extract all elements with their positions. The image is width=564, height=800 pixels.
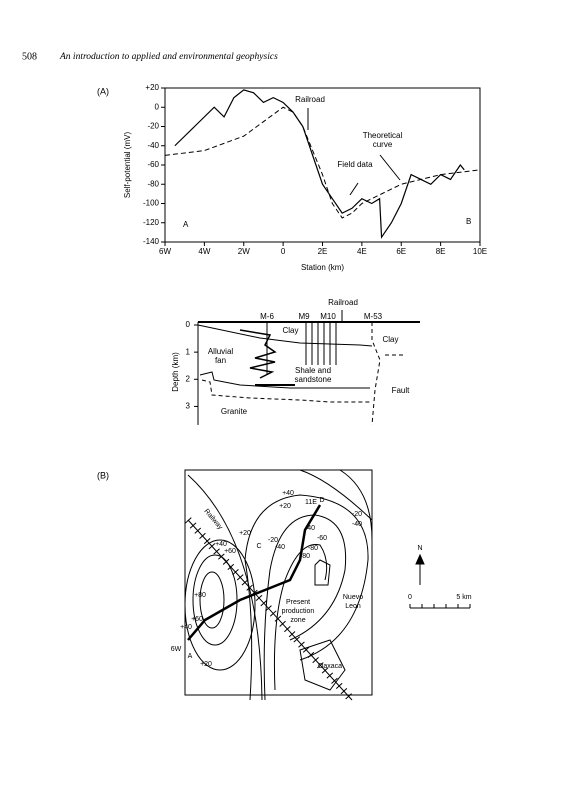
depth-axis-label: Depth (km): [171, 352, 180, 392]
y-tick-label: -120: [143, 218, 160, 227]
map-label: +20: [200, 661, 212, 668]
map-label: -40: [274, 544, 286, 551]
section-label: Clay: [282, 326, 299, 335]
map-label: -40: [351, 521, 363, 528]
x-tick-label: 4W: [198, 247, 210, 256]
map-label: 0: [408, 594, 412, 601]
map-label: -80: [299, 553, 311, 560]
series-line: [164, 106, 481, 219]
map-label: Oaxaca: [317, 663, 343, 670]
section-label: Fault: [391, 386, 410, 395]
series-line: [174, 89, 465, 239]
map-label: Present production zone: [281, 599, 315, 624]
series-label: Field data: [337, 160, 373, 169]
map-label: +60: [224, 548, 236, 555]
x-tick-label: 8E: [436, 247, 446, 256]
map-label: -20: [267, 537, 279, 544]
map-label: D: [319, 497, 325, 504]
map-label: +40: [180, 624, 192, 631]
map-label: +80: [194, 592, 206, 599]
depth-tick-label: 2: [186, 374, 191, 383]
section-label: Railroad: [328, 298, 358, 307]
panel-label: (A): [97, 86, 109, 96]
map-label: +40: [215, 541, 227, 548]
section-label: Granite: [220, 407, 248, 416]
section-label: M-6: [260, 312, 274, 321]
map-label: -80: [307, 545, 319, 552]
depth-tick-label: 0: [186, 320, 191, 329]
plot-frame: [164, 87, 481, 243]
depth-tick-label: 1: [186, 347, 191, 356]
x-tick-label: 0: [281, 247, 286, 256]
y-tick-label: -80: [147, 179, 159, 188]
x-tick-label: 6E: [396, 247, 406, 256]
x-tick-label: 6W: [159, 247, 171, 256]
map-label: 11E: [305, 499, 317, 506]
map-label: +20: [279, 503, 291, 510]
section-label: M10: [320, 312, 336, 321]
map-label: Nuevo Leon: [342, 594, 364, 610]
y-tick-label: -60: [147, 160, 159, 169]
map-label: +40: [282, 490, 294, 497]
map-drawing: [184, 469, 471, 703]
y-tick-label: -100: [143, 199, 160, 208]
section-label: M9: [298, 312, 310, 321]
x-tick-label: 10E: [473, 247, 487, 256]
map-label: +60: [191, 616, 203, 623]
map-label: +20: [239, 530, 251, 537]
map-label: -40: [304, 525, 316, 532]
section-label: Alluvial fan: [207, 347, 234, 365]
annotation: B: [466, 217, 471, 226]
y-tick-label: -20: [147, 122, 159, 131]
y-axis-label: Self-potential (mV): [123, 132, 132, 199]
page-number: 508: [22, 51, 37, 62]
x-tick-label: 2W: [238, 247, 250, 256]
section-label: Shale and sandstone: [294, 366, 332, 384]
annotation: A: [183, 220, 189, 229]
y-tick-label: 0: [155, 102, 160, 111]
panel-label: (B): [97, 470, 109, 480]
series-label: Theoretical curve: [362, 131, 403, 149]
x-tick-label: 2E: [318, 247, 328, 256]
map-label: 5 km: [456, 594, 472, 601]
y-tick-label: +20: [145, 83, 159, 92]
y-tick-label: -40: [147, 141, 159, 150]
map-label: -60: [316, 535, 328, 542]
x-axis-label: Station (km): [301, 263, 344, 272]
section-label: M-53: [363, 312, 383, 321]
annotation-arrows: [307, 108, 401, 196]
x-tick-label: 4E: [357, 247, 367, 256]
map-label: -20: [351, 511, 363, 518]
y-tick-label: -140: [143, 237, 160, 246]
map-label: 6W: [170, 646, 182, 653]
map-label: A: [187, 653, 193, 660]
map-label: N: [417, 545, 423, 552]
running-title: An introduction to applied and environme…: [59, 52, 278, 62]
section-label: Clay: [382, 335, 399, 344]
annotation: Railroad: [295, 95, 325, 104]
map-label: C: [256, 543, 262, 550]
depth-tick-label: 3: [186, 402, 191, 411]
cross-section-drawing: [197, 310, 420, 426]
